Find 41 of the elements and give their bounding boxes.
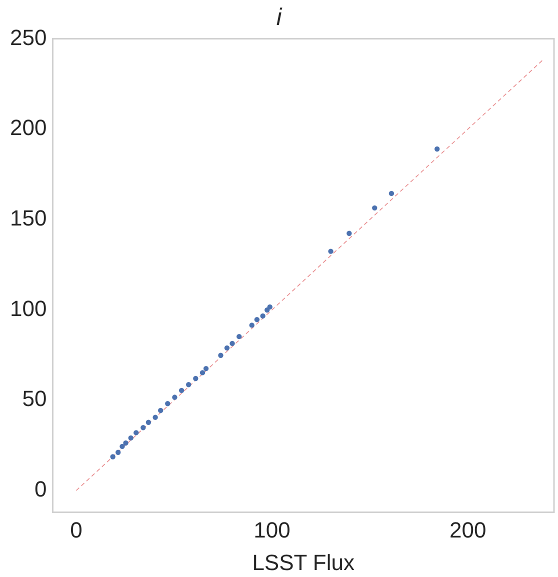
x-tick-label: 0	[70, 517, 82, 542]
y-tick-label: 0	[34, 476, 47, 502]
point	[178, 388, 184, 394]
point	[146, 420, 152, 425]
y-tick-label: 100	[10, 296, 47, 321]
y-tick-label: 50	[22, 386, 47, 412]
point	[328, 248, 334, 254]
point	[140, 425, 146, 430]
point	[128, 435, 134, 441]
point	[120, 444, 125, 450]
chart-title: i	[276, 4, 282, 32]
point	[224, 345, 230, 351]
point	[165, 401, 170, 406]
y-tick-label: 150	[10, 206, 47, 231]
y-tick-label: 250	[10, 24, 47, 50]
point	[158, 408, 164, 414]
point	[388, 190, 394, 196]
point	[218, 352, 224, 358]
point	[434, 146, 440, 152]
x-tick-label: 100	[254, 517, 290, 542]
point	[249, 322, 254, 328]
point	[123, 440, 128, 446]
point	[193, 376, 198, 382]
point	[134, 430, 139, 436]
y-tick-label: 200	[10, 115, 47, 140]
point	[152, 414, 158, 420]
x-axis-title: LSST Flux	[252, 550, 355, 575]
point	[172, 394, 178, 400]
point	[230, 340, 235, 346]
point	[203, 366, 209, 372]
point	[372, 205, 378, 211]
point	[254, 316, 260, 322]
point	[267, 304, 272, 310]
point	[186, 382, 192, 388]
x-tick-label: 200	[449, 517, 486, 542]
point	[110, 454, 116, 460]
point	[116, 450, 121, 455]
point	[236, 334, 242, 340]
point	[200, 370, 206, 376]
point	[346, 230, 352, 236]
point	[260, 313, 266, 319]
